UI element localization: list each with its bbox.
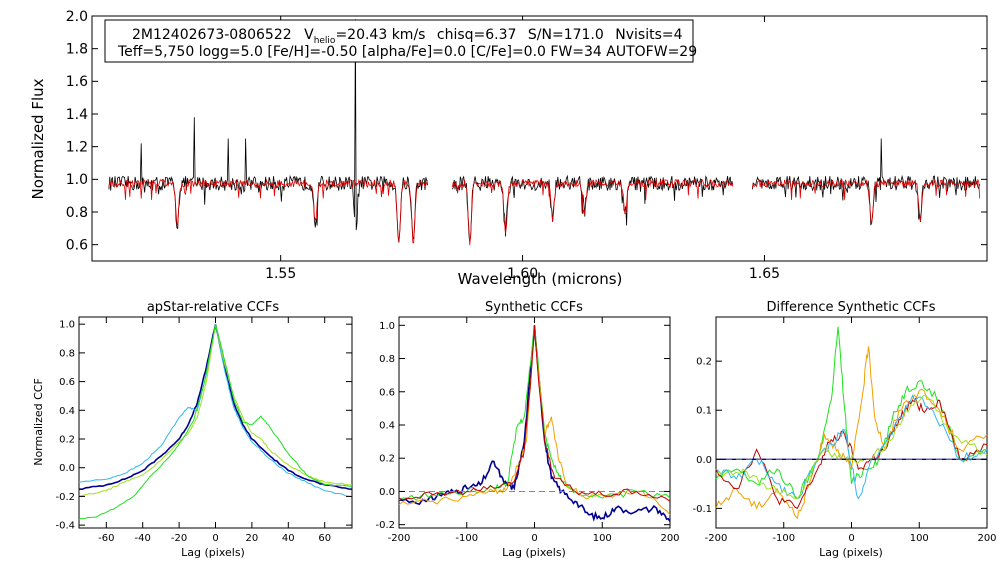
- velocity-subscript: helio: [314, 36, 336, 46]
- x-tick-label: -20: [171, 533, 187, 544]
- y-tick-label: 0.0: [379, 487, 395, 498]
- ccf3-ticks: -200 -100 0 100 200 -0.1 0.0 0.1 0.2: [692, 317, 997, 544]
- x-tick-label: 200: [977, 533, 996, 544]
- x-tick-label: -100: [455, 533, 478, 544]
- model-spectrum-segment: [452, 178, 734, 246]
- ccf2-title: Synthetic CCFs: [485, 300, 583, 315]
- ccf-series-green: [78, 324, 353, 520]
- ccf-series-red: [398, 325, 671, 502]
- x-tick-label: -40: [135, 533, 151, 544]
- x-tick-label: -100: [772, 533, 795, 544]
- nvisits-value: Nvisits=4: [615, 27, 682, 43]
- y-tick-label: -0.2: [375, 520, 395, 531]
- y-tick-label: 0.0: [696, 455, 712, 466]
- header-line-1: 2M12402673-0806522 Vhelio=20.43 km/s chi…: [132, 27, 683, 46]
- ccf-series-lime: [715, 394, 988, 500]
- ccf3-x-axis-label: Lag (pixels): [819, 546, 883, 559]
- header-box: [104, 19, 694, 63]
- y-tick-label: 1.0: [379, 321, 395, 332]
- ccf3-plot-area: [715, 326, 988, 520]
- spectrum-x-axis-label: Wavelength (microns): [458, 270, 623, 288]
- x-tick-label: 0: [531, 533, 537, 544]
- spectrum-panel: 1.55 1.60 1.65 0.6 0.8 1.0 1.2 1.4 1.6 1.8 2.0 Wav…: [29, 9, 988, 288]
- ccf1-y-axis-label: Normalized CCF: [32, 378, 45, 466]
- ccf-panel-apstar: apStar-relative CCFs -60 -40 -20 0 20 40 60 -0.…: [32, 300, 353, 559]
- x-tick-label: 0: [848, 533, 854, 544]
- chisq-value: chisq=6.37: [437, 27, 517, 43]
- ccf2-ticks: -200 -100 0 100 200 -0.2 0.0 0.2 0.4 0.6 0.8 1.0: [375, 317, 680, 544]
- ccf-series-red: [715, 397, 988, 510]
- y-tick-label: 0.4: [59, 406, 75, 417]
- ccf1-plot-area: [78, 324, 353, 520]
- velocity-symbol: V: [304, 27, 314, 43]
- header-line-2: Teff=5,750 logg=5.0 [Fe/H]=-0.50 [alpha/…: [117, 44, 697, 60]
- x-tick-label: -200: [705, 533, 728, 544]
- ccf2-x-axis-label: Lag (pixels): [502, 546, 566, 559]
- ccf3-title: Difference Synthetic CCFs: [766, 300, 935, 315]
- x-tick-label: 1.55: [265, 266, 296, 282]
- y-tick-label: 0.2: [379, 454, 395, 465]
- y-tick-label: 0.1: [696, 406, 712, 417]
- y-tick-label: 0.4: [379, 420, 395, 431]
- ccf-panel-difference: Difference Synthetic CCFs -200 -100 0 100 20…: [692, 300, 996, 559]
- y-tick-label: 0.6: [379, 387, 395, 398]
- y-tick-label: 0.6: [66, 238, 88, 254]
- x-tick-label: -200: [388, 533, 411, 544]
- ccf2-frame: [398, 316, 671, 529]
- model-spectrum-segment: [108, 178, 428, 244]
- x-tick-label: -60: [98, 533, 114, 544]
- y-tick-label: 0.6: [59, 377, 75, 388]
- y-tick-label: -0.4: [55, 521, 75, 532]
- ccf-series-lime: [78, 324, 353, 497]
- spectrum-ticks: 1.55 1.60 1.65 0.6 0.8 1.0 1.2 1.4 1.6 1.8 2.0: [66, 9, 987, 282]
- y-tick-label: 1.8: [66, 42, 88, 58]
- ccf-series-orange: [715, 346, 988, 520]
- ccf-series-cyan: [78, 324, 353, 497]
- y-tick-label: -0.2: [55, 492, 75, 503]
- ccf1-ticks: -60 -40 -20 0 20 40 60 -0.4 -0.2 0.0 0.2 0.4 0.6 0.8 1…: [55, 317, 352, 544]
- spectrum-y-axis-label: Normalized Flux: [29, 78, 47, 199]
- y-tick-label: 1.0: [66, 172, 88, 188]
- x-tick-label: 1.65: [749, 266, 780, 282]
- y-tick-label: 0.0: [59, 463, 75, 474]
- x-tick-label: 100: [910, 533, 929, 544]
- y-tick-label: 0.8: [66, 205, 88, 221]
- snr-value: S/N=171.0: [528, 27, 604, 43]
- x-tick-label: 20: [246, 533, 259, 544]
- y-tick-label: 1.0: [59, 320, 75, 331]
- x-tick-label: 40: [282, 533, 295, 544]
- ccf-series-green: [398, 325, 671, 501]
- ccf-series-orange: [398, 325, 671, 516]
- y-tick-label: 1.2: [66, 140, 88, 156]
- star-id: 2M12402673-0806522: [132, 27, 292, 43]
- ccf-series-navy: [398, 325, 671, 522]
- ccf2-plot-area: [398, 325, 671, 522]
- ccf-series-navy: [79, 324, 353, 490]
- ccf1-x-axis-label: Lag (pixels): [181, 546, 245, 559]
- y-tick-label: 2.0: [66, 9, 88, 25]
- ccf-panel-synthetic: Synthetic CCFs -200 -100 0 100 200 -0.2 0.0 0.2…: [375, 300, 679, 559]
- spectrum-frame: [91, 15, 988, 262]
- ccf-series-green: [715, 326, 988, 500]
- x-tick-label: 200: [660, 533, 679, 544]
- y-tick-label: -0.1: [692, 504, 712, 515]
- model-spectrum-segment: [752, 178, 980, 224]
- x-tick-label: 0: [212, 533, 218, 544]
- y-tick-label: 0.2: [696, 357, 712, 368]
- x-tick-label: 1.60: [507, 266, 538, 282]
- ccf1-frame: [78, 316, 353, 529]
- x-tick-label: 100: [593, 533, 612, 544]
- y-tick-label: 1.6: [66, 74, 88, 90]
- velocity-value: =20.43 km/s: [335, 27, 425, 43]
- ccf1-title: apStar-relative CCFs: [147, 300, 280, 315]
- y-tick-label: 1.4: [66, 107, 88, 123]
- ccf-series-cyan: [715, 394, 988, 500]
- y-tick-label: 0.2: [59, 435, 75, 446]
- spectrum-plot-area: [108, 19, 980, 246]
- y-tick-label: 0.8: [59, 348, 75, 359]
- y-tick-label: 0.8: [379, 354, 395, 365]
- x-tick-label: 60: [318, 533, 331, 544]
